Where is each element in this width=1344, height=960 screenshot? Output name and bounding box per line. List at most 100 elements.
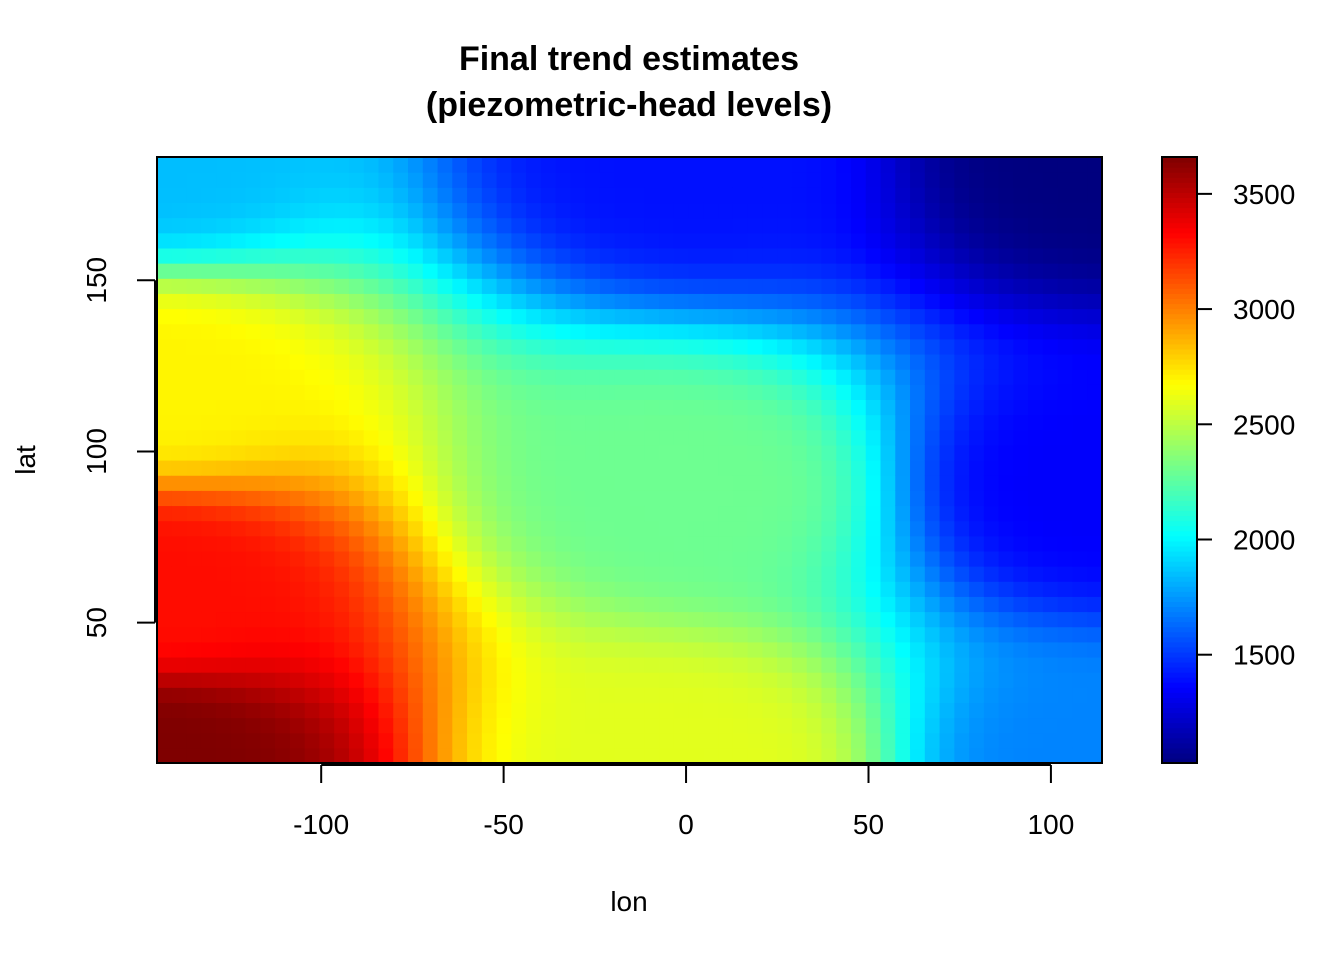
heatmap-cell	[821, 596, 837, 613]
heatmap-cell	[289, 202, 306, 219]
heatmap-cell	[659, 717, 675, 734]
heatmap-cell	[1072, 247, 1088, 264]
heatmap-cell	[954, 247, 970, 264]
heatmap-cell	[614, 293, 631, 310]
heatmap-cell	[1013, 672, 1029, 688]
heatmap-cell	[481, 550, 498, 567]
heatmap-cell	[673, 626, 690, 643]
colorbar-segment	[1162, 379, 1197, 385]
heatmap-cell	[659, 732, 675, 749]
colorbar-segment	[1162, 318, 1197, 325]
heatmap-cell	[467, 338, 483, 355]
heatmap-cell	[983, 717, 1000, 734]
heatmap-cell	[836, 566, 852, 582]
heatmap-cell	[836, 247, 852, 264]
heatmap-cell	[673, 520, 690, 537]
heatmap-cell	[467, 187, 483, 204]
heatmap-cell	[806, 157, 823, 173]
heatmap-cell	[703, 444, 719, 461]
heatmap-cell	[954, 384, 970, 400]
heatmap-cell	[452, 338, 468, 355]
heatmap-cell	[378, 702, 394, 719]
heatmap-cell	[865, 460, 882, 476]
heatmap-cell	[998, 460, 1015, 476]
heatmap-cell	[850, 747, 867, 764]
heatmap-cell	[157, 505, 173, 522]
heatmap-cell	[821, 717, 837, 734]
heatmap-cell	[260, 460, 276, 476]
colorbar-segment	[1162, 268, 1197, 274]
heatmap-cell	[777, 429, 793, 446]
heatmap-cell	[644, 187, 660, 204]
colorbar-segment	[1162, 414, 1197, 421]
heatmap-cell	[437, 475, 453, 491]
heatmap-cell	[245, 490, 261, 507]
heatmap-cell	[319, 581, 335, 597]
heatmap-cell	[865, 520, 882, 537]
heatmap-cell	[629, 596, 645, 613]
heatmap-cell	[880, 429, 896, 446]
heatmap-cell	[629, 581, 645, 597]
heatmap-cell	[540, 566, 557, 582]
heatmap-cell	[230, 232, 247, 249]
heatmap-cell	[186, 217, 202, 234]
heatmap-cell	[777, 444, 793, 461]
heatmap-cell	[348, 247, 365, 264]
heatmap-cell	[673, 157, 690, 173]
heatmap-cell	[644, 641, 660, 658]
heatmap-cell	[983, 581, 1000, 597]
heatmap-cell	[836, 717, 852, 734]
heatmap-cell	[806, 732, 823, 749]
heatmap-cell	[1087, 717, 1103, 734]
heatmap-cell	[570, 263, 586, 279]
heatmap-cell	[540, 338, 557, 355]
heatmap-cell	[304, 247, 321, 264]
heatmap-cell	[629, 672, 645, 688]
heatmap-cell	[481, 278, 498, 294]
heatmap-cell	[540, 490, 557, 507]
heatmap-cell	[718, 353, 734, 370]
heatmap-cell	[895, 172, 911, 188]
heatmap-cell	[363, 717, 380, 734]
heatmap-cell	[1072, 672, 1088, 688]
heatmap-cell	[762, 702, 778, 719]
heatmap-cell	[245, 399, 261, 416]
heatmap-cell	[319, 656, 335, 673]
heatmap-cell	[422, 460, 439, 476]
heatmap-cell	[1042, 641, 1059, 658]
heatmap-cell	[1013, 490, 1029, 507]
heatmap-cell	[895, 217, 911, 234]
heatmap-cell	[836, 308, 852, 325]
heatmap-cell	[614, 535, 631, 552]
heatmap-cell	[703, 157, 719, 173]
heatmap-cell	[732, 444, 749, 461]
heatmap-cell	[378, 353, 394, 370]
heatmap-cell	[732, 232, 749, 249]
heatmap-cell	[245, 187, 261, 204]
heatmap-cell	[954, 202, 970, 219]
heatmap-cell	[880, 157, 896, 173]
heatmap-cell	[216, 702, 232, 719]
heatmap-cell	[481, 505, 498, 522]
heatmap-cell	[378, 581, 394, 597]
heatmap-cell	[186, 475, 202, 491]
colorbar-segment	[1162, 247, 1197, 254]
heatmap-cell	[304, 687, 321, 703]
heatmap-cell	[496, 157, 512, 173]
colorbar-segment	[1162, 348, 1197, 355]
heatmap-cell	[496, 535, 512, 552]
heatmap-cell	[363, 399, 380, 416]
heatmap-cell	[732, 187, 749, 204]
heatmap-cell	[467, 429, 483, 446]
heatmap-cell	[186, 338, 202, 355]
heatmap-cell	[629, 505, 645, 522]
heatmap-cell	[216, 369, 232, 385]
heatmap-cell	[481, 702, 498, 719]
heatmap-cell	[378, 596, 394, 613]
heatmap-cell	[688, 353, 704, 370]
heatmap-cell	[939, 702, 955, 719]
heatmap-cell	[363, 232, 380, 249]
heatmap-cell	[408, 157, 424, 173]
heatmap-cell	[1087, 626, 1103, 643]
heatmap-cell	[570, 732, 586, 749]
